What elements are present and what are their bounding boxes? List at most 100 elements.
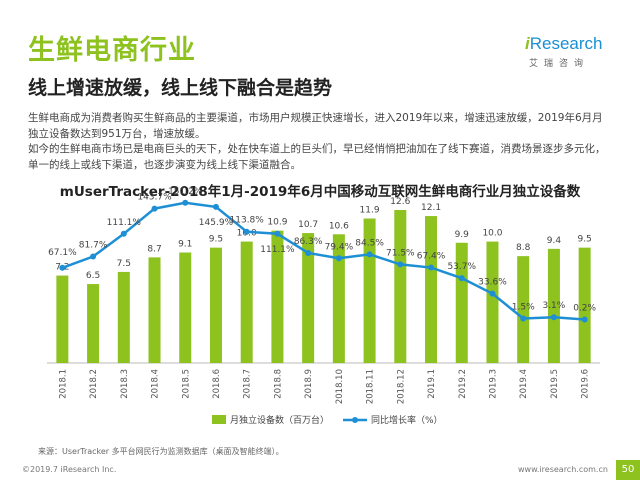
bar-value-label: 9.5	[209, 235, 223, 245]
bar-value-label: 9.9	[455, 230, 470, 240]
x-tick-label: 2018.5	[181, 369, 191, 399]
page-title: 生鲜电商行业	[28, 35, 196, 66]
x-tick-label: 2019.1	[427, 369, 437, 399]
bar	[209, 247, 222, 363]
x-tick-label: 2019.2	[458, 369, 468, 399]
growth-point	[151, 205, 158, 212]
growth-point	[212, 203, 219, 210]
bar-value-label: 8.7	[147, 244, 161, 254]
legend-bar-swatch	[212, 415, 226, 424]
growth-point	[335, 255, 342, 262]
bar-value-label: 9.5	[577, 235, 591, 245]
bar	[455, 242, 468, 363]
chart-title: mUserTracker-2018年1月-2019年6月中国移动互联网生鲜电商行…	[59, 184, 581, 200]
x-tick-label: 2018.6	[212, 369, 222, 399]
x-tick-label: 2018.2	[89, 369, 99, 399]
bar	[148, 257, 161, 363]
description: 生鲜电商成为消费者购买生鲜商品的主要渠道，市场用户规模正快速增长，进入2019年…	[28, 111, 613, 173]
iresearch-logo: iResearch 艾瑞咨询	[525, 34, 615, 69]
bar	[332, 234, 345, 363]
growth-point	[59, 264, 66, 271]
growth-point	[397, 261, 404, 268]
bar	[394, 210, 407, 363]
bar-value-label: 7.5	[117, 259, 131, 269]
bar-value-label: 9.4	[547, 236, 562, 246]
page-subtitle: 线上增速放缓，线上线下融合是趋势	[28, 77, 333, 99]
growth-value-label: 151.2%	[168, 187, 203, 197]
page-number: 50	[616, 460, 640, 480]
x-tick-label: 2018.3	[120, 369, 130, 399]
growth-value-label: 84.5%	[355, 238, 384, 248]
growth-value-label: 145.9%	[199, 218, 234, 228]
bar	[547, 248, 560, 363]
x-tick-label: 2018.4	[151, 369, 161, 399]
growth-point	[458, 275, 465, 282]
bar-value-label: 9.1	[178, 240, 192, 250]
bar-value-label: 12.6	[390, 197, 410, 207]
growth-value-label: 79.4%	[325, 242, 354, 252]
description-paragraph-2: 如今的生鲜电商市场已是电商巨头的天下，处在快车道上的巨头们，早已经悄悄把油加在了…	[28, 143, 606, 171]
legend-line-marker	[352, 417, 358, 423]
growth-value-label: 67.1%	[48, 248, 77, 258]
growth-line	[61, 201, 585, 321]
growth-value-label: 71.5%	[386, 248, 415, 258]
bar-value-label: 10.6	[329, 221, 349, 231]
growth-point	[428, 264, 435, 271]
growth-point	[274, 230, 281, 237]
x-tick-label: 2018.1	[58, 369, 68, 399]
growth-point	[581, 316, 588, 323]
bar	[56, 275, 69, 363]
bar	[578, 247, 591, 363]
copyright: ©2019.7 iResearch Inc.	[22, 465, 117, 474]
growth-value-label: 33.6%	[478, 278, 507, 288]
bar	[302, 233, 315, 363]
growth-point	[243, 228, 250, 235]
bar	[117, 271, 130, 363]
x-tick-label: 2019.6	[581, 369, 591, 399]
growth-value-label: 86.3%	[294, 237, 323, 247]
legend-bar-label: 月独立设备数（百万台）	[230, 414, 329, 426]
x-tick-label: 2019.4	[519, 369, 529, 399]
description-paragraph-1: 生鲜电商成为消费者购买生鲜商品的主要渠道，市场用户规模正快速增长，进入2019年…	[28, 112, 603, 140]
growth-point	[305, 249, 312, 256]
bar	[486, 241, 499, 363]
bar-value-label: 12.1	[421, 203, 441, 213]
x-tick-label: 2018.10	[335, 369, 345, 404]
bar	[425, 216, 438, 363]
x-tick-label: 2019.3	[488, 369, 498, 399]
bar	[271, 230, 284, 363]
website-link[interactable]: www.iresearch.com.cn	[518, 465, 608, 474]
growth-point	[366, 251, 373, 258]
growth-value-label: 111.1%	[260, 245, 295, 255]
growth-value-label: 1.5%	[512, 302, 535, 312]
x-tick-label: 2018.12	[396, 369, 406, 404]
bar-value-label: 8.8	[516, 243, 531, 253]
growth-point	[120, 230, 127, 237]
growth-value-label: 143.7%	[137, 193, 172, 203]
growth-value-label: 53.7%	[447, 262, 476, 272]
growth-point	[182, 199, 189, 206]
bar	[240, 241, 253, 363]
bar	[87, 284, 100, 363]
bar	[179, 252, 192, 363]
bar-value-label: 10.7	[298, 220, 318, 230]
growth-value-label: 0.2%	[573, 303, 596, 313]
bar-value-label: 11.9	[360, 206, 380, 216]
legend-line-label: 同比增长率（%）	[371, 414, 443, 426]
x-tick-label: 2018.11	[366, 369, 376, 404]
growth-value-label: 113.8%	[230, 216, 265, 226]
x-tick-label: 2018.8	[273, 369, 283, 399]
logo-brand: Research	[529, 34, 603, 53]
x-tick-label: 2018.9	[304, 369, 314, 399]
growth-point	[489, 290, 496, 297]
bar	[517, 256, 530, 363]
bar-value-label: 10.9	[267, 218, 287, 228]
bar-value-label: 10.0	[482, 229, 502, 239]
growth-value-label: 111.1%	[107, 218, 142, 228]
source-note: 来源：UserTracker 多平台网民行为监测数据库（桌面及智能终端）。	[38, 447, 284, 456]
x-tick-label: 2018.7	[243, 369, 253, 399]
logo-cn: 艾瑞咨询	[529, 59, 590, 69]
x-tick-label: 2019.5	[550, 369, 560, 399]
growth-point	[90, 253, 97, 260]
